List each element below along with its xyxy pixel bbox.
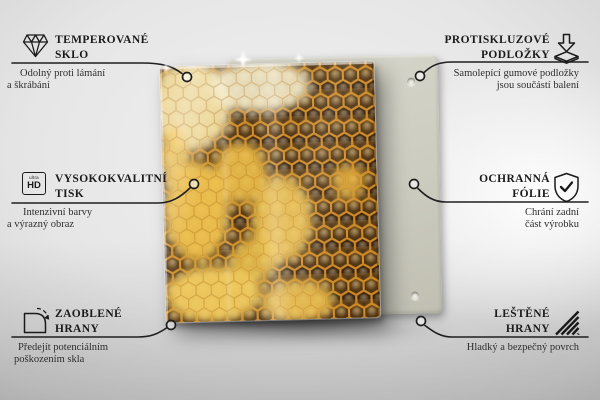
feature-description: Intenzivní barvy a výrazný obraz [7,207,93,230]
mounting-hole-bottom [410,291,419,300]
feature-description: Předejít potenciálním poškozením skla [14,342,109,365]
rounded-corner-icon [22,307,50,340]
feature-description: Samolepící gumové podložky jsou součástí… [453,68,579,91]
feature-anti-slip-pads: PROTISKLUZOVÉ PODLOŽKY Samolepící gumové… [435,31,600,91]
honeycomb-print-image [159,61,381,323]
feature-title: LEŠTĚNÉ HRANY [494,308,550,335]
feature-title: VYSOKOKVALITNÍ TISK [55,173,168,200]
shield-check-icon [553,172,580,208]
feature-title: TEMPEROVANÉ SKLO [55,34,149,61]
feature-title: OCHRANNÁ FÓLIE [479,173,550,200]
polished-edges-icon [553,307,580,341]
feature-rounded-edges: ZAOBLENÉ HRANY Předejít potenciálním poš… [0,305,155,365]
feature-title: ZAOBLENÉ HRANY [55,308,123,335]
feature-description: Odolný proti lámání a škrábání [7,68,106,91]
ultra-hd-icon: ultra HD [22,172,46,195]
feature-description: Hladký a bezpečný povrch [466,342,579,353]
anti-slip-pad-icon [553,33,580,69]
feature-polished-edges: LEŠTĚNÉ HRANY Hladký a bezpečný povrch [435,305,600,354]
glass-panel [158,60,382,324]
diamond-icon [22,33,49,64]
mounting-hole-top [407,77,416,86]
feature-description: Chrání zadní část výrobku [525,207,579,230]
feature-title: PROTISKLUZOVÉ PODLOŽKY [444,34,550,61]
feature-protective-foil: OCHRANNÁ FÓLIE Chrání zadní část výrobku [435,170,600,230]
feature-tempered-glass: TEMPEROVANÉ SKLO Odolný proti lámání a š… [0,31,155,91]
feature-high-quality-print: ultra HD VYSOKOKVALITNÍ TISK Intenzivní … [0,170,168,230]
